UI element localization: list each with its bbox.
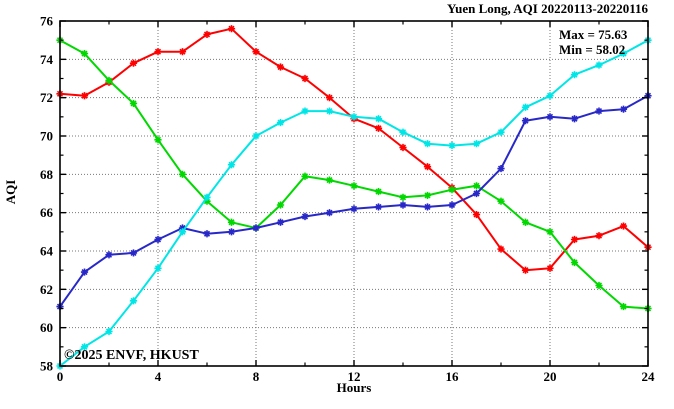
axis-tick-labels: 0 4 8 12 16 20 24 58 60 62 64 66 68 70 72 74 76 bbox=[40, 14, 655, 385]
red-line bbox=[56, 25, 652, 274]
grid-lines bbox=[60, 21, 648, 366]
data-series bbox=[56, 25, 652, 370]
blue-line bbox=[56, 92, 652, 311]
max-annotation: Max = 75.63 bbox=[559, 27, 628, 42]
watermark-text: ©2025 ENVF, HKUST bbox=[64, 348, 199, 363]
cyan-line bbox=[56, 36, 652, 370]
x-tick-label: 8 bbox=[253, 369, 260, 384]
y-tick-label: 62 bbox=[40, 282, 53, 297]
cyan-line-markers bbox=[56, 36, 652, 370]
y-axis-label: AQI bbox=[3, 180, 18, 205]
x-tick-label: 0 bbox=[57, 369, 64, 384]
red-line-markers bbox=[56, 25, 652, 274]
y-tick-label: 70 bbox=[40, 129, 53, 144]
cyan-line-path bbox=[59, 39, 649, 367]
x-axis-label: Hours bbox=[337, 380, 372, 395]
y-tick-label: 76 bbox=[40, 14, 54, 29]
y-tick-label: 66 bbox=[40, 205, 54, 220]
chart-title: Yuen Long, AQI 20220113-20220116 bbox=[447, 1, 649, 16]
x-tick-label: 12 bbox=[348, 369, 361, 384]
y-tick-label: 74 bbox=[40, 52, 54, 67]
y-tick-label: 60 bbox=[40, 320, 53, 335]
x-tick-label: 24 bbox=[642, 369, 656, 384]
min-annotation: Min = 58.02 bbox=[559, 42, 625, 57]
red-line-path bbox=[59, 27, 649, 272]
y-tick-label: 68 bbox=[40, 167, 54, 182]
x-tick-label: 16 bbox=[446, 369, 460, 384]
axis-ticks bbox=[59, 20, 649, 367]
y-tick-label: 64 bbox=[40, 244, 54, 259]
x-tick-label: 20 bbox=[544, 369, 557, 384]
y-tick-label: 72 bbox=[40, 90, 53, 105]
x-tick-label: 4 bbox=[155, 369, 162, 384]
y-tick-label: 58 bbox=[40, 359, 54, 374]
